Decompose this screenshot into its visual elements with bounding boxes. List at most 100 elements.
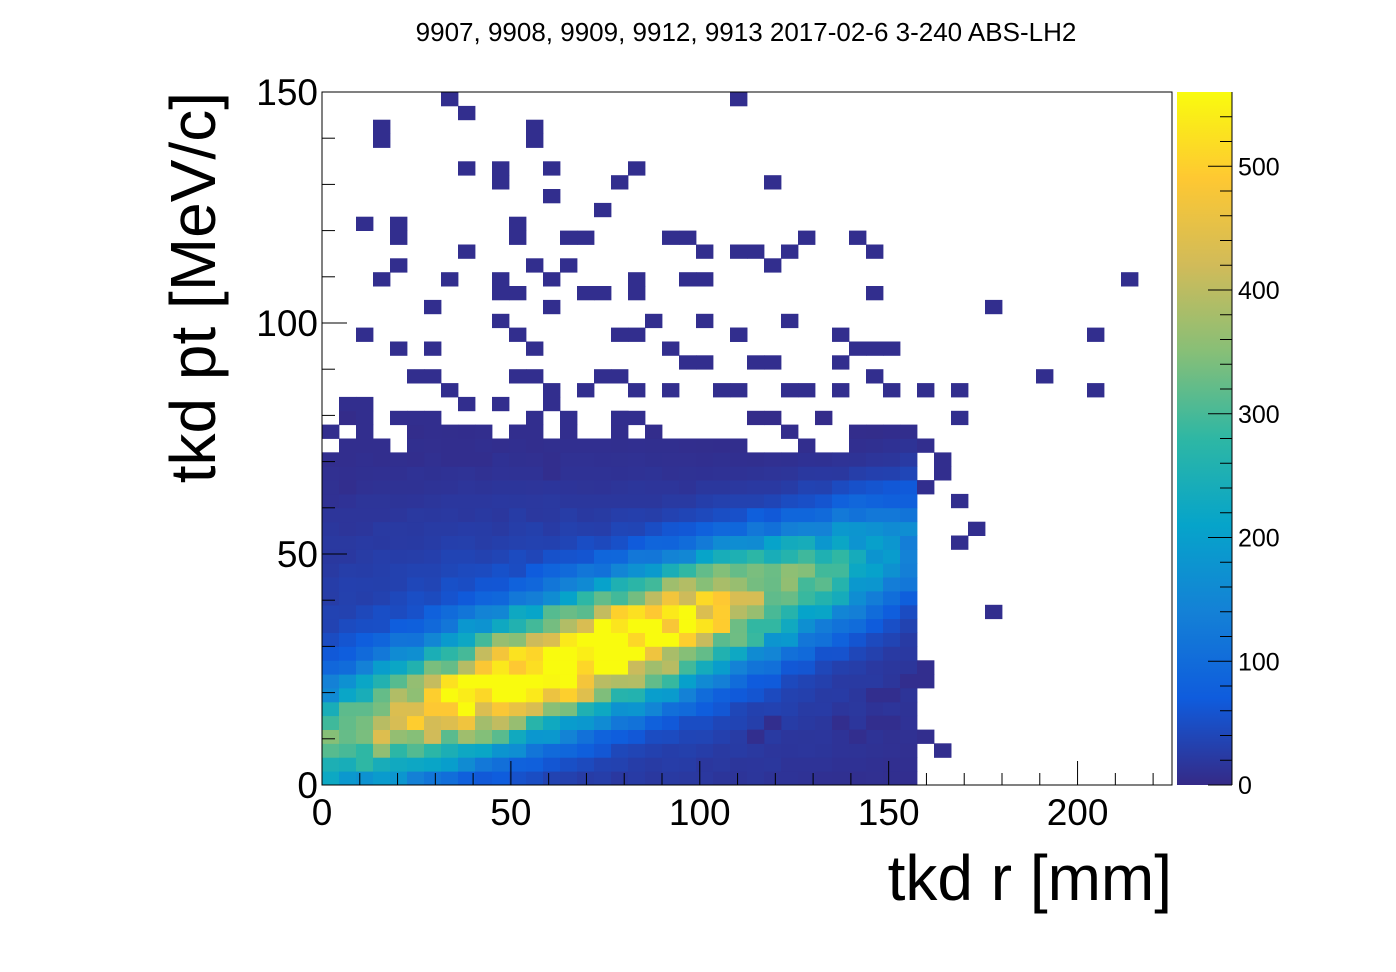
heatmap-cell — [526, 549, 544, 564]
heatmap-cell — [390, 618, 408, 633]
heatmap-cell-sparse — [628, 161, 646, 176]
heatmap-cell — [339, 618, 357, 633]
heatmap-cell — [577, 493, 595, 509]
heatmap-cell — [866, 521, 884, 536]
heatmap-cell — [594, 452, 612, 467]
heatmap-cell — [832, 771, 850, 786]
heatmap-cell — [679, 688, 697, 703]
heatmap-cell — [679, 715, 697, 730]
heatmap-cell — [883, 577, 901, 592]
heatmap-cell — [628, 701, 646, 717]
heatmap-cell — [645, 674, 663, 689]
heatmap-cell-sparse — [781, 383, 799, 398]
heatmap-cell — [339, 521, 357, 536]
heatmap-cell-sparse — [526, 341, 544, 356]
heatmap-cell-sparse — [390, 410, 408, 426]
heatmap-cell — [458, 466, 476, 481]
heatmap-cell-sparse — [628, 410, 646, 426]
heatmap-cell — [849, 688, 867, 703]
heatmap-cell — [458, 646, 476, 661]
heatmap-cell — [441, 493, 459, 509]
y-axis: 0 50 100 150 — [256, 72, 347, 806]
heatmap-cell — [662, 757, 680, 772]
heatmap-cell — [424, 438, 442, 453]
heatmap-cell-sparse — [441, 383, 459, 398]
heatmap-cell — [815, 771, 833, 786]
heatmap-cell — [475, 521, 493, 536]
heatmap-cell — [458, 591, 476, 606]
heatmap-cell — [509, 591, 527, 606]
heatmap-cell — [815, 549, 833, 564]
heatmap-cell — [373, 563, 391, 578]
heatmap-cell-sparse — [798, 383, 816, 398]
heatmap-cell — [611, 618, 629, 633]
heatmap-cell — [713, 535, 731, 550]
heatmap-cell — [747, 521, 765, 536]
heatmap-cell — [475, 632, 493, 647]
heatmap-cell — [407, 438, 425, 453]
heatmap-cell — [390, 674, 408, 689]
heatmap-cell — [492, 480, 510, 495]
heatmap-cell — [543, 771, 561, 786]
heatmap-cell — [611, 632, 629, 647]
heatmap-cell — [424, 466, 442, 481]
heatmap-cell — [679, 757, 697, 772]
heatmap-cell-sparse — [373, 133, 391, 148]
heatmap-cell — [509, 632, 527, 647]
heatmap-cell — [390, 521, 408, 536]
x-axis-label: tkd r [mm] — [888, 842, 1172, 914]
heatmap-cell — [883, 729, 901, 744]
heatmap-cell — [662, 674, 680, 689]
colorbar-tick-label: 0 — [1238, 772, 1252, 800]
heatmap-cell-sparse — [781, 313, 799, 329]
heatmap-cell-sparse — [526, 410, 544, 426]
heatmap-cell-sparse — [764, 258, 782, 273]
heatmap-cell — [645, 438, 663, 453]
heatmap-cell-sparse — [407, 369, 425, 384]
heatmap-cell — [781, 757, 799, 772]
heatmap-cell — [900, 591, 918, 606]
heatmap-cell — [645, 493, 663, 509]
heatmap-cell — [509, 771, 527, 786]
heatmap-cell — [594, 577, 612, 592]
heatmap-cell — [441, 618, 459, 633]
heatmap-cell — [628, 632, 646, 647]
heatmap-cell — [577, 618, 595, 633]
heatmap-cell — [492, 466, 510, 481]
heatmap-cell — [560, 632, 578, 647]
heatmap-cell — [662, 452, 680, 467]
heatmap-cell — [662, 771, 680, 786]
heatmap-cell-sparse — [883, 688, 901, 703]
heatmap-cell — [509, 618, 527, 633]
heatmap-cell — [730, 618, 748, 633]
colorbar-axis: 0 100 200 300 400 500 — [1208, 92, 1280, 800]
heatmap-cell — [475, 688, 493, 703]
heatmap-cell — [594, 549, 612, 564]
heatmap-cell — [747, 480, 765, 495]
heatmap-cell — [339, 604, 357, 620]
heatmap-cell — [662, 480, 680, 495]
heatmap-cell — [696, 632, 714, 647]
heatmap-cell-sparse — [441, 438, 459, 453]
heatmap-cell — [883, 466, 901, 481]
heatmap-cell — [373, 493, 391, 509]
heatmap-cell-sparse — [917, 660, 935, 675]
heatmap-cell — [526, 480, 544, 495]
colorbar-tick-label: 300 — [1238, 401, 1280, 429]
heatmap-cell — [509, 729, 527, 744]
heatmap-cell — [866, 660, 884, 675]
heatmap-cell — [798, 729, 816, 744]
heatmap-cell — [475, 604, 493, 620]
heatmap-cell — [356, 493, 374, 509]
heatmap-cell-sparse — [475, 452, 493, 467]
heatmap-cell — [883, 674, 901, 689]
heatmap-cell — [662, 660, 680, 675]
heatmap-cell — [475, 535, 493, 550]
heatmap-cell — [526, 660, 544, 675]
heatmap-cell — [543, 521, 561, 536]
heatmap-cells — [322, 92, 1139, 786]
heatmap-cell — [645, 424, 663, 439]
heatmap-cell-sparse — [849, 729, 867, 744]
heatmap-cell — [764, 410, 782, 426]
heatmap-cell — [815, 660, 833, 675]
